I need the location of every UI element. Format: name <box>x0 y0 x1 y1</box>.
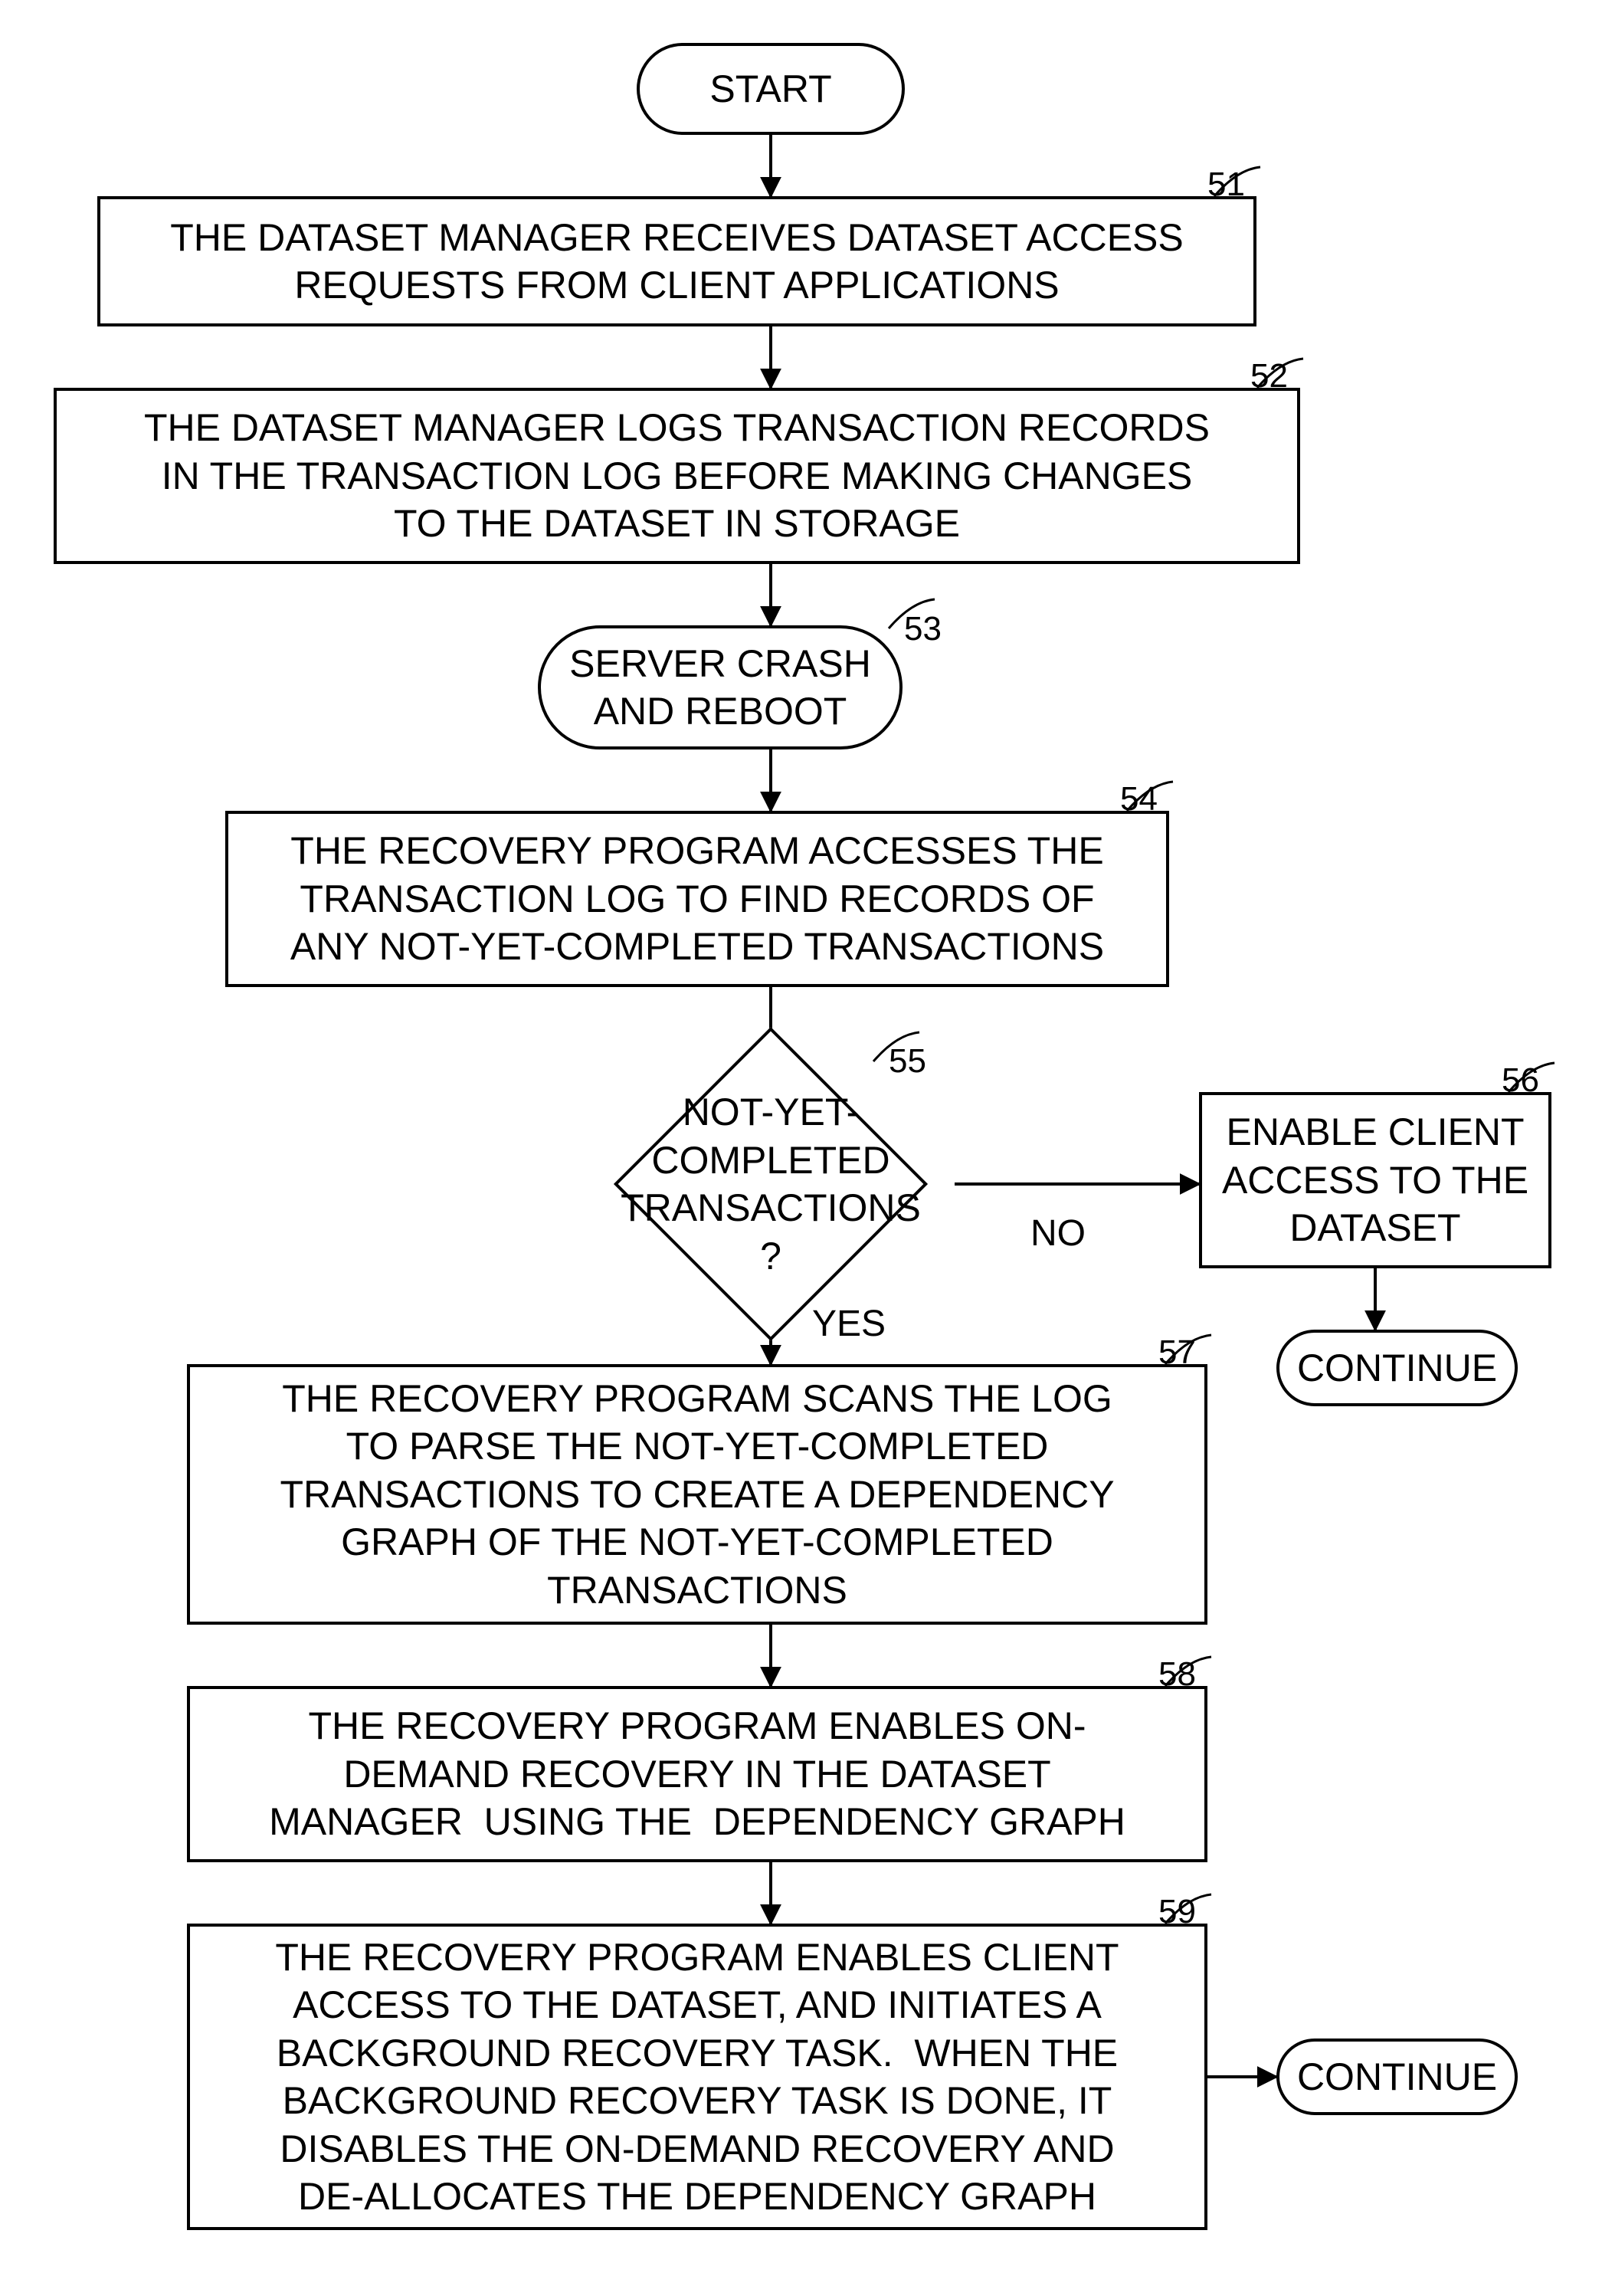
terminal-start: START <box>637 43 905 135</box>
process-b59: THE RECOVERY PROGRAM ENABLES CLIENT ACCE… <box>187 1924 1207 2230</box>
ref-r51: 51 <box>1207 166 1245 204</box>
decision-label-d55: NOT-YET- COMPLETED TRANSACTIONS ? <box>587 1061 955 1307</box>
edge-label-no: NO <box>1030 1212 1086 1255</box>
ref-r53: 53 <box>904 610 942 648</box>
edge-label-yes: YES <box>812 1303 886 1345</box>
process-b57: THE RECOVERY PROGRAM SCANS THE LOG TO PA… <box>187 1364 1207 1625</box>
ref-r58: 58 <box>1158 1655 1196 1694</box>
terminal-cont1: CONTINUE <box>1276 1330 1518 1406</box>
terminal-cont2: CONTINUE <box>1276 2039 1518 2115</box>
ref-r56: 56 <box>1502 1061 1539 1100</box>
process-b52: THE DATASET MANAGER LOGS TRANSACTION REC… <box>54 388 1300 564</box>
ref-r59: 59 <box>1158 1893 1196 1931</box>
process-b58: THE RECOVERY PROGRAM ENABLES ON- DEMAND … <box>187 1686 1207 1862</box>
ref-r57: 57 <box>1158 1333 1196 1372</box>
process-b54: THE RECOVERY PROGRAM ACCESSES THE TRANSA… <box>225 811 1169 987</box>
decision-d55: NOT-YET- COMPLETED TRANSACTIONS ? <box>587 1061 955 1307</box>
process-b56: ENABLE CLIENT ACCESS TO THE DATASET <box>1199 1092 1551 1268</box>
ref-r54: 54 <box>1120 780 1158 818</box>
ref-r52: 52 <box>1250 357 1288 395</box>
process-b51: THE DATASET MANAGER RECEIVES DATASET ACC… <box>97 196 1256 326</box>
terminal-b53: SERVER CRASH AND REBOOT <box>538 625 903 749</box>
ref-r55: 55 <box>889 1042 926 1081</box>
